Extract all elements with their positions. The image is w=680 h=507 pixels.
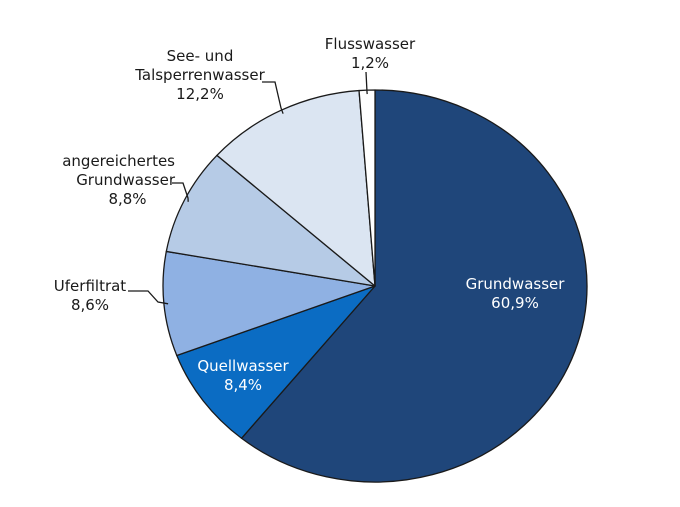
label-angereichertes-line2: Grundwasser <box>76 171 175 189</box>
label-see-line2: Talsperrenwasser <box>135 66 265 84</box>
label-uferfiltrat-name: Uferfiltrat <box>53 277 127 295</box>
label-grundwasser-value: 60,9% <box>491 294 539 312</box>
label-flusswasser-value: 1,2% <box>350 54 390 72</box>
slice-label-quellwasser: Quellwasser 8,4% <box>178 357 308 395</box>
leader-line-3 <box>172 182 189 202</box>
slice-label-see-und-talsperrenwasser: See- und Talsperrenwasser 12,2% <box>115 47 285 104</box>
pie-slice-3 <box>165 154 376 287</box>
slice-label-grundwasser: Grundwasser 60,9% <box>430 275 600 313</box>
label-uferfiltrat-value: 8,6% <box>70 296 110 314</box>
label-quellwasser-name: Quellwasser <box>197 357 289 375</box>
slice-label-flusswasser: Flusswasser 1,2% <box>310 35 430 73</box>
label-grundwasser-name: Grundwasser <box>465 275 565 293</box>
label-angereichertes-value: 8,8% <box>108 190 147 208</box>
label-see-value: 12,2% <box>176 85 224 103</box>
pie-slice-0 <box>240 89 588 483</box>
label-flusswasser-name: Flusswasser <box>324 35 416 53</box>
label-see-line1: See- und <box>166 47 234 65</box>
label-quellwasser-value: 8,4% <box>223 376 263 394</box>
label-angereichertes-line1: angereichertes <box>62 152 175 170</box>
leader-line-5 <box>365 71 368 95</box>
leader-line-4 <box>262 81 284 114</box>
slice-label-angereichertes-grundwasser: angereichertes Grundwasser 8,8% <box>20 152 175 209</box>
pie-slice-1 <box>176 285 376 439</box>
slice-label-uferfiltrat: Uferfiltrat 8,6% <box>40 277 140 315</box>
leader-line-2 <box>128 290 169 305</box>
